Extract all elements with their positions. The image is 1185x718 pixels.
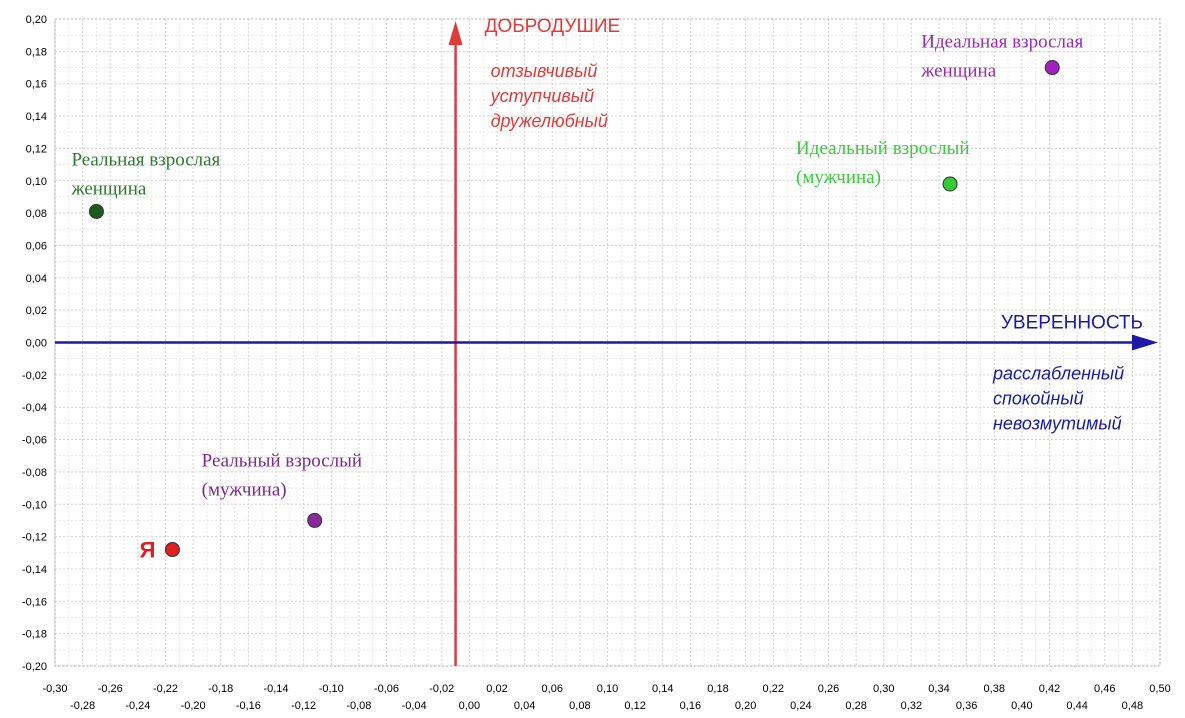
data-point — [88, 203, 104, 219]
x-tick-label: -0,16 — [236, 700, 261, 712]
horizontal-axis-descriptor: спокойный — [993, 389, 1084, 409]
y-tick-label: -0,14 — [22, 564, 47, 576]
x-tick-label: 0,46 — [1094, 683, 1115, 695]
point-label: женщина — [70, 178, 146, 199]
vertical-axis-descriptor: уступчивый — [489, 86, 594, 106]
y-tick-label: -0,02 — [22, 370, 47, 382]
vertical-axis-descriptor: дружелюбный — [491, 111, 608, 131]
y-tick-label: -0,18 — [22, 629, 47, 641]
x-tick-label: 0,32 — [901, 700, 922, 712]
vertical-axis-descriptors: отзывчивый уступчивый дружелюбный — [489, 61, 608, 131]
x-tick-label: 0,34 — [928, 683, 949, 695]
data-point — [307, 512, 323, 528]
x-tick-label: -0,24 — [125, 700, 150, 712]
x-tick-label: 0,04 — [514, 700, 535, 712]
horizontal-axis-arrowhead — [1132, 334, 1158, 351]
x-tick-label: 0,18 — [707, 683, 728, 695]
x-tick-label: 0,50 — [1149, 683, 1170, 695]
y-tick-label: 0,16 — [26, 79, 47, 91]
x-tick-label: 0,20 — [735, 700, 756, 712]
point-label: Идеальный взрослый — [796, 138, 969, 159]
x-tick-label: -0,30 — [42, 683, 67, 695]
x-tick-label: 0,36 — [956, 700, 977, 712]
point-label: Реальный взрослый — [202, 450, 362, 471]
data-point-group: Я — [140, 538, 180, 563]
point-label: (мужчина) — [796, 167, 881, 188]
point-label: (мужчина) — [202, 479, 287, 500]
x-tick-label: -0,10 — [319, 683, 344, 695]
y-tick-label: 0,08 — [26, 208, 47, 220]
y-tick-label: -0,04 — [22, 402, 47, 414]
x-tick-label: 0,08 — [569, 700, 590, 712]
x-tick-label: 0,10 — [597, 683, 618, 695]
x-tick-label: 0,00 — [459, 700, 480, 712]
point-label: женщина — [920, 61, 996, 82]
y-tick-label: -0,06 — [22, 435, 47, 447]
x-tick-label: -0,14 — [263, 683, 288, 695]
y-tick-label: -0,12 — [22, 532, 47, 544]
y-tick-label: 0,02 — [26, 305, 47, 317]
y-tick-label: 0,06 — [26, 240, 47, 252]
x-tick-label: 0,14 — [652, 683, 673, 695]
vertical-axis-arrowhead — [448, 21, 463, 45]
x-tick-label: 0,26 — [818, 683, 839, 695]
y-tick-label: 0,00 — [26, 338, 47, 350]
data-point — [1044, 60, 1060, 76]
y-tick-label: 0,20 — [26, 14, 47, 26]
x-tick-label: 0,42 — [1039, 683, 1060, 695]
y-tick-label: -0,08 — [22, 467, 47, 479]
y-tick-labels: 0,20 0,18 0,16 0,14 0,12 0,10 0,08 0,06 0,04 0,02… — [22, 14, 47, 673]
y-tick-label: 0,04 — [26, 273, 47, 285]
point-label: Я — [140, 538, 156, 563]
data-point — [942, 176, 958, 192]
point-label: Реальная взрослая — [71, 149, 220, 170]
x-tick-label: -0,04 — [402, 700, 427, 712]
x-tick-label: 0,16 — [680, 700, 701, 712]
data-point-group: Реальный взрослый (мужчина) — [202, 450, 362, 528]
vertical-axis: ДОБРОДУШИЕ отзывчивый уступчивый дружелюбн… — [448, 16, 621, 666]
x-tick-label: -0,28 — [70, 700, 95, 712]
horizontal-axis-descriptor: расслабленный — [992, 364, 1124, 384]
x-tick-label: 0,12 — [624, 700, 645, 712]
y-tick-label: 0,12 — [26, 143, 47, 155]
x-tick-label: 0,24 — [790, 700, 811, 712]
x-tick-label: 0,40 — [1011, 700, 1032, 712]
y-tick-label: 0,18 — [26, 46, 47, 58]
x-tick-label: 0,22 — [763, 683, 784, 695]
data-point-group: Идеальная взрослая женщина — [920, 32, 1083, 82]
x-tick-label: 0,28 — [845, 700, 866, 712]
vertical-axis-title: ДОБРОДУШИЕ — [485, 16, 621, 37]
x-tick-label: -0,06 — [374, 683, 399, 695]
data-point-group: Реальная взрослая женщина — [70, 149, 221, 219]
data-point-group: Идеальный взрослый (мужчина) — [796, 138, 970, 192]
y-tick-label: -0,16 — [22, 596, 47, 608]
x-tick-label: -0,20 — [181, 700, 206, 712]
y-tick-label: 0,10 — [26, 176, 47, 188]
x-tick-label: -0,22 — [153, 683, 178, 695]
x-tick-label: 0,48 — [1122, 700, 1143, 712]
x-tick-label: 0,06 — [542, 683, 563, 695]
x-tick-label: -0,08 — [346, 700, 371, 712]
vertical-axis-descriptor: отзывчивый — [491, 61, 598, 81]
x-tick-label: -0,18 — [208, 683, 233, 695]
y-tick-label: 0,14 — [26, 111, 47, 123]
x-tick-label: -0,12 — [291, 700, 316, 712]
horizontal-axis: УВЕРЕННОСТЬ расслабленный спокойный невозм… — [55, 313, 1158, 434]
x-tick-label: 0,02 — [486, 683, 507, 695]
y-tick-label: -0,20 — [22, 661, 47, 673]
horizontal-axis-descriptors: расслабленный спокойный невозмутимый — [992, 364, 1124, 434]
point-label: Идеальная взрослая — [921, 32, 1083, 53]
x-tick-label: 0,44 — [1066, 700, 1087, 712]
data-point — [164, 542, 180, 558]
horizontal-axis-descriptor: невозмутимый — [993, 414, 1122, 434]
y-tick-label: -0,10 — [22, 499, 47, 511]
x-tick-label: 0,38 — [984, 683, 1005, 695]
x-tick-label: -0,02 — [429, 683, 454, 695]
x-tick-label: -0,26 — [98, 683, 123, 695]
x-tick-labels: -0,30 -0,26 -0,22 -0,18 -0,14 -0,10 -0,06 -0,02… — [42, 683, 1170, 712]
x-tick-label: 0,30 — [873, 683, 894, 695]
horizontal-axis-title: УВЕРЕННОСТЬ — [1001, 313, 1143, 334]
